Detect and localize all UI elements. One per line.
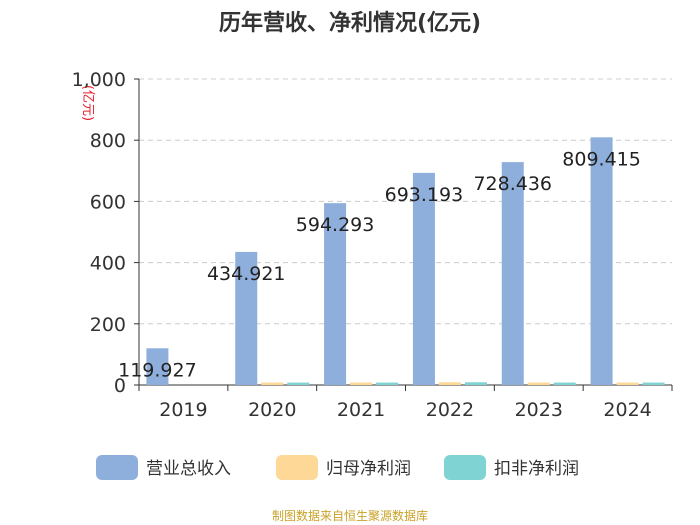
bar-revenue bbox=[146, 348, 169, 385]
legend-label: 扣非净利润 bbox=[494, 459, 579, 479]
x-tick-label: 2023 bbox=[515, 399, 563, 421]
y-tick-label: 0 bbox=[114, 375, 126, 397]
data-label: 693.193 bbox=[385, 184, 464, 206]
bars bbox=[146, 137, 665, 385]
bar-deducted-profit bbox=[553, 382, 576, 385]
data-label: 119.927 bbox=[118, 359, 197, 381]
legend-label: 归母净利润 bbox=[326, 459, 411, 479]
bar-revenue bbox=[412, 172, 435, 385]
y-tick-label: 600 bbox=[90, 191, 126, 213]
x-ticks: 2019 2020 2021 2022 2023 2024 bbox=[138, 385, 673, 421]
bar-deducted-profit bbox=[642, 382, 665, 385]
bar-revenue bbox=[235, 251, 258, 385]
y-tick-label: 200 bbox=[90, 314, 126, 336]
bar-net-profit bbox=[261, 382, 284, 385]
bar-revenue bbox=[501, 162, 524, 385]
bar-net-profit bbox=[438, 382, 461, 385]
gridlines bbox=[139, 78, 672, 325]
y-axis-unit: (亿元) bbox=[80, 85, 95, 121]
legend-swatch bbox=[276, 455, 318, 480]
x-tick-label: 2024 bbox=[603, 399, 651, 421]
data-label: 594.293 bbox=[296, 214, 375, 236]
legend-swatch bbox=[444, 455, 486, 480]
source-note: 制图数据来自恒生聚源数据库 bbox=[272, 508, 428, 523]
legend-label: 营业总收入 bbox=[146, 459, 231, 479]
bar-net-profit bbox=[350, 382, 373, 385]
y-tick-label: 400 bbox=[90, 253, 126, 275]
y-tick-label: 800 bbox=[90, 130, 126, 152]
legend-swatch bbox=[96, 455, 138, 480]
x-tick-label: 2021 bbox=[337, 399, 385, 421]
bar-deducted-profit bbox=[287, 382, 310, 385]
bar-deducted-profit bbox=[376, 382, 399, 385]
bar-net-profit bbox=[527, 382, 550, 385]
bar-revenue bbox=[590, 137, 613, 385]
bar-deducted-profit bbox=[464, 382, 487, 385]
bar-revenue bbox=[324, 203, 347, 385]
legend: 营业总收入 归母净利润 扣非净利润 bbox=[96, 455, 579, 480]
y-tick-label: 1,000 bbox=[72, 69, 126, 91]
data-label: 809.415 bbox=[562, 148, 641, 170]
data-labels: 119.927 434.921 594.293 693.193 728.436 809.4… bbox=[118, 148, 641, 381]
y-ticks: 0 200 400 600 800 1,000 bbox=[72, 69, 139, 397]
data-label: 434.921 bbox=[207, 263, 286, 285]
data-label: 728.436 bbox=[473, 173, 552, 195]
chart-title: 历年营收、净利情况(亿元) bbox=[219, 10, 481, 36]
x-tick-label: 2020 bbox=[248, 399, 296, 421]
x-tick-label: 2022 bbox=[426, 399, 474, 421]
x-tick-label: 2019 bbox=[159, 399, 207, 421]
bar-net-profit bbox=[616, 382, 639, 385]
